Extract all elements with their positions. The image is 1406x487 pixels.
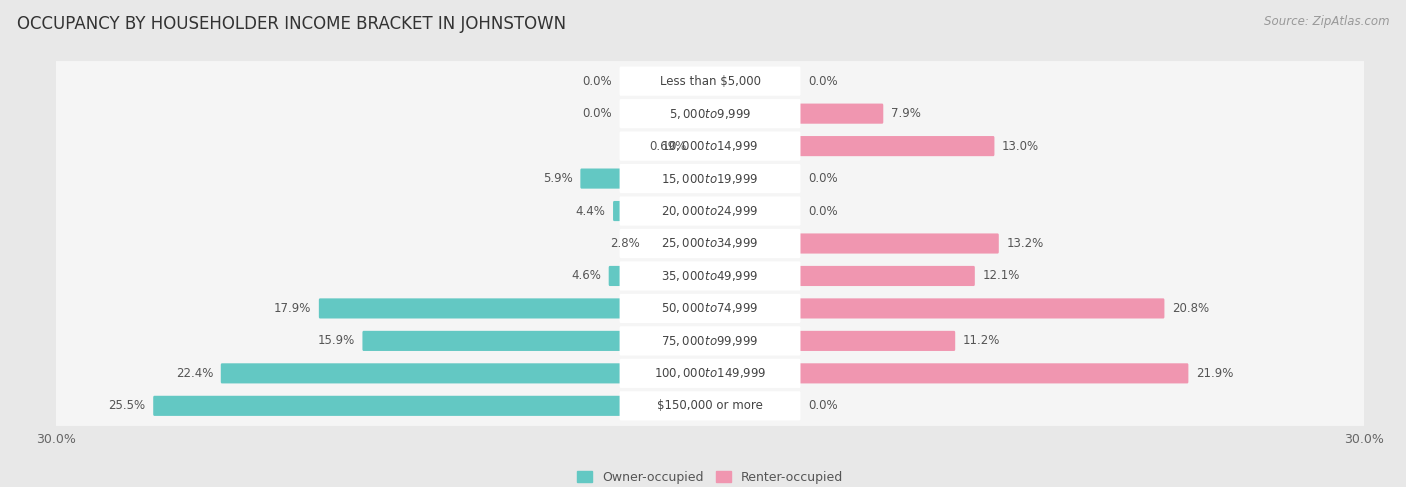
Text: Less than $5,000: Less than $5,000 bbox=[659, 75, 761, 88]
Text: $10,000 to $14,999: $10,000 to $14,999 bbox=[661, 139, 759, 153]
FancyBboxPatch shape bbox=[613, 201, 711, 221]
Text: $75,000 to $99,999: $75,000 to $99,999 bbox=[661, 334, 759, 348]
FancyBboxPatch shape bbox=[620, 229, 800, 258]
Text: $35,000 to $49,999: $35,000 to $49,999 bbox=[661, 269, 759, 283]
Text: 0.0%: 0.0% bbox=[582, 107, 612, 120]
Text: 17.9%: 17.9% bbox=[274, 302, 311, 315]
Text: 20.8%: 20.8% bbox=[1173, 302, 1209, 315]
Text: 4.6%: 4.6% bbox=[571, 269, 602, 282]
Text: 0.69%: 0.69% bbox=[650, 140, 686, 152]
Legend: Owner-occupied, Renter-occupied: Owner-occupied, Renter-occupied bbox=[572, 466, 848, 487]
FancyBboxPatch shape bbox=[709, 136, 994, 156]
Text: $150,000 or more: $150,000 or more bbox=[657, 399, 763, 412]
Text: $15,000 to $19,999: $15,000 to $19,999 bbox=[661, 171, 759, 186]
FancyBboxPatch shape bbox=[620, 391, 800, 420]
Text: 13.0%: 13.0% bbox=[1002, 140, 1039, 152]
FancyBboxPatch shape bbox=[609, 266, 711, 286]
Text: $50,000 to $74,999: $50,000 to $74,999 bbox=[661, 301, 759, 316]
Text: 4.4%: 4.4% bbox=[575, 205, 606, 218]
FancyBboxPatch shape bbox=[42, 61, 1378, 101]
FancyBboxPatch shape bbox=[42, 288, 1378, 329]
Text: 22.4%: 22.4% bbox=[176, 367, 214, 380]
FancyBboxPatch shape bbox=[620, 131, 800, 161]
Text: Source: ZipAtlas.com: Source: ZipAtlas.com bbox=[1264, 15, 1389, 28]
FancyBboxPatch shape bbox=[709, 233, 998, 254]
Text: 13.2%: 13.2% bbox=[1007, 237, 1043, 250]
Text: OCCUPANCY BY HOUSEHOLDER INCOME BRACKET IN JOHNSTOWN: OCCUPANCY BY HOUSEHOLDER INCOME BRACKET … bbox=[17, 15, 567, 33]
FancyBboxPatch shape bbox=[620, 164, 800, 193]
Text: 0.0%: 0.0% bbox=[808, 75, 838, 88]
FancyBboxPatch shape bbox=[620, 67, 800, 96]
FancyBboxPatch shape bbox=[42, 256, 1378, 296]
FancyBboxPatch shape bbox=[42, 321, 1378, 361]
FancyBboxPatch shape bbox=[42, 191, 1378, 231]
FancyBboxPatch shape bbox=[42, 126, 1378, 166]
FancyBboxPatch shape bbox=[620, 326, 800, 356]
FancyBboxPatch shape bbox=[620, 294, 800, 323]
FancyBboxPatch shape bbox=[221, 363, 711, 383]
Text: 12.1%: 12.1% bbox=[983, 269, 1019, 282]
Text: 25.5%: 25.5% bbox=[108, 399, 146, 412]
Text: 0.0%: 0.0% bbox=[808, 399, 838, 412]
FancyBboxPatch shape bbox=[709, 104, 883, 124]
FancyBboxPatch shape bbox=[363, 331, 711, 351]
FancyBboxPatch shape bbox=[695, 136, 711, 156]
Text: 15.9%: 15.9% bbox=[318, 335, 354, 347]
FancyBboxPatch shape bbox=[42, 224, 1378, 263]
Text: 0.0%: 0.0% bbox=[808, 172, 838, 185]
FancyBboxPatch shape bbox=[648, 233, 711, 254]
FancyBboxPatch shape bbox=[42, 158, 1378, 199]
Text: 2.8%: 2.8% bbox=[610, 237, 640, 250]
FancyBboxPatch shape bbox=[581, 169, 711, 188]
Text: 5.9%: 5.9% bbox=[543, 172, 572, 185]
FancyBboxPatch shape bbox=[709, 363, 1188, 383]
FancyBboxPatch shape bbox=[709, 266, 974, 286]
FancyBboxPatch shape bbox=[620, 99, 800, 128]
Text: $100,000 to $149,999: $100,000 to $149,999 bbox=[654, 366, 766, 380]
FancyBboxPatch shape bbox=[709, 331, 955, 351]
FancyBboxPatch shape bbox=[42, 353, 1378, 393]
FancyBboxPatch shape bbox=[42, 386, 1378, 426]
FancyBboxPatch shape bbox=[319, 299, 711, 318]
FancyBboxPatch shape bbox=[42, 94, 1378, 134]
FancyBboxPatch shape bbox=[153, 396, 711, 416]
Text: $5,000 to $9,999: $5,000 to $9,999 bbox=[669, 107, 751, 121]
Text: $20,000 to $24,999: $20,000 to $24,999 bbox=[661, 204, 759, 218]
Text: 0.0%: 0.0% bbox=[808, 205, 838, 218]
Text: $25,000 to $34,999: $25,000 to $34,999 bbox=[661, 237, 759, 250]
FancyBboxPatch shape bbox=[620, 262, 800, 291]
Text: 21.9%: 21.9% bbox=[1197, 367, 1233, 380]
FancyBboxPatch shape bbox=[620, 359, 800, 388]
FancyBboxPatch shape bbox=[620, 196, 800, 225]
Text: 11.2%: 11.2% bbox=[963, 335, 1000, 347]
FancyBboxPatch shape bbox=[709, 299, 1164, 318]
Text: 0.0%: 0.0% bbox=[582, 75, 612, 88]
Text: 7.9%: 7.9% bbox=[891, 107, 921, 120]
